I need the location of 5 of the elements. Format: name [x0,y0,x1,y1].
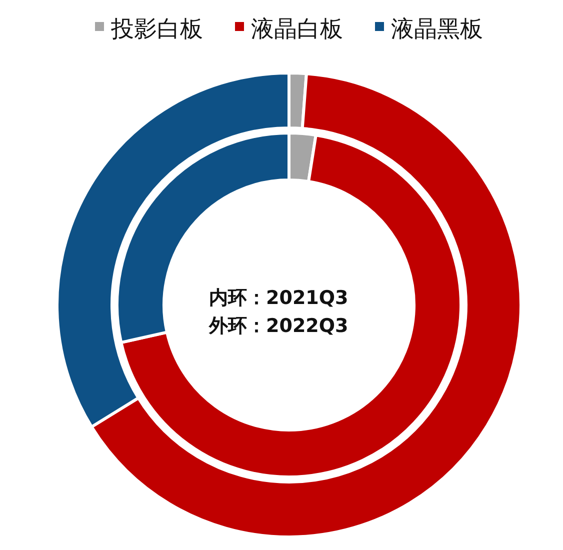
legend-label: 液晶黑板 [391,16,483,42]
legend-label: 投影白板 [110,16,203,42]
text: 外环：2022Q3 [208,315,348,337]
legend-label: 液晶白板 [251,16,343,42]
text: 内环：2021Q3 [209,287,348,309]
